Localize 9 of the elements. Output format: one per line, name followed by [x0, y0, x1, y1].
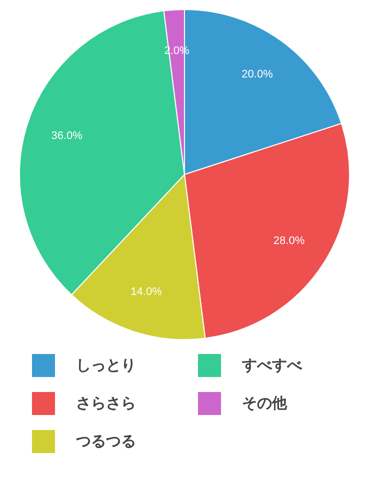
legend-label: さらさら [76, 394, 137, 412]
data-label: 20.0% [242, 68, 274, 80]
data-label: 14.0% [130, 286, 162, 298]
legend-label: つるつる [76, 432, 137, 450]
data-label: 36.0% [51, 130, 83, 142]
data-label: 28.0% [273, 234, 305, 247]
legend-label: しっとり [76, 356, 137, 374]
legend-label: すべすべ [242, 356, 304, 374]
legend-label: その他 [242, 394, 288, 412]
